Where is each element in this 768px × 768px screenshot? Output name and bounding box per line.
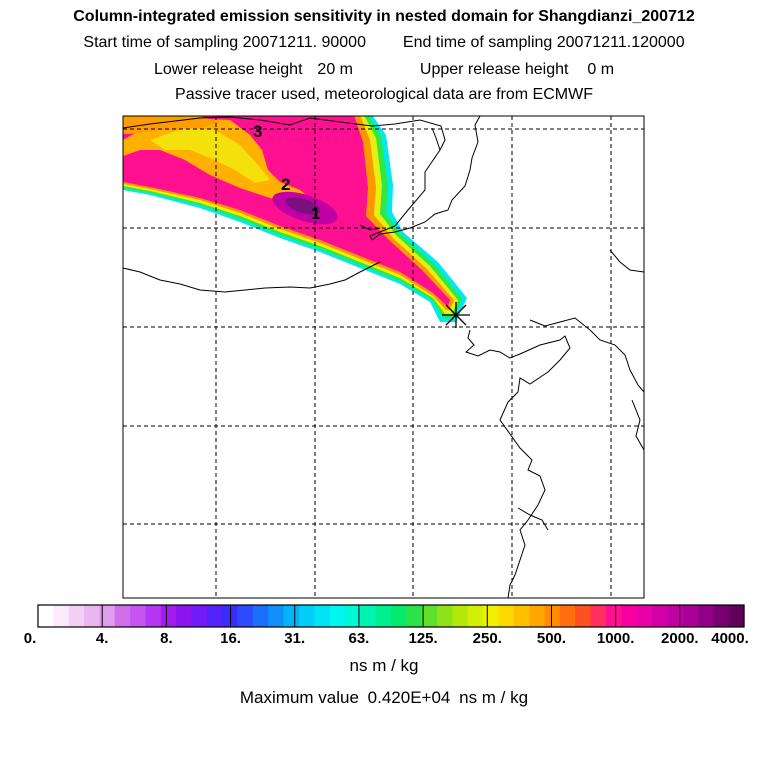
colorbar-swatch: [344, 605, 361, 627]
colorbar-swatch: [559, 605, 576, 627]
colorbar-swatch: [651, 605, 668, 627]
colorbar-tick-label: 125.: [408, 630, 438, 647]
map-frame: [122, 115, 645, 599]
colorbar-swatch: [391, 605, 407, 627]
colorbar-swatch: [452, 605, 469, 627]
lower-label: Lower release height: [153, 61, 303, 78]
colorbar-swatch: [575, 605, 592, 627]
colorbar-swatch: [237, 605, 254, 627]
colorbar-tick-label: 31.: [284, 630, 306, 647]
border-line-north: [123, 116, 446, 241]
colorbar-swatch: [84, 605, 100, 627]
colorbar-swatch: [191, 605, 208, 627]
graticule: [123, 116, 644, 598]
colorbar-tick-label: 1000.: [596, 630, 635, 647]
colorbar-tick-label: 16.: [220, 630, 241, 647]
colorbar-swatch: [130, 605, 147, 627]
colorbar-tick-label: 4000.: [711, 630, 749, 647]
coastline-yellow-sea: [631, 399, 644, 451]
colorbar-swatch: [437, 605, 453, 627]
colorbar-swatch: [513, 605, 530, 627]
colorbar-tick-label: 250.: [472, 630, 502, 647]
coastline-shandong: [589, 329, 644, 393]
colorbar-tick-label: 500.: [536, 630, 567, 647]
coastline-east: [359, 224, 381, 231]
lower-value: 20 m: [317, 61, 353, 78]
release-heights: Lower release height 20 m Upper release …: [0, 61, 768, 79]
colorbar-swatch: [114, 605, 131, 627]
end-label: End time of sampling: [402, 34, 553, 51]
colorbar-swatch: [590, 605, 607, 627]
colorbar-swatch: [38, 605, 54, 627]
coastlines: [123, 116, 644, 598]
border-line-east: [431, 127, 441, 151]
colorbar-swatch: [68, 605, 85, 627]
contour-label-3: 3: [253, 122, 262, 141]
colorbar-swatch: [697, 605, 714, 627]
colorbar-swatch: [252, 605, 269, 627]
coastline-bohai: [371, 116, 481, 241]
colorbar-swatches: [38, 605, 745, 627]
sampling-times: Start time of sampling 20071211. 90000 E…: [0, 34, 768, 52]
colorbar-swatch: [314, 605, 331, 627]
start-value: 20071211. 90000: [242, 34, 366, 51]
model-note: Passive tracer used, meteorological data…: [175, 86, 593, 103]
colorbar-swatch: [176, 605, 193, 627]
colorbar-swatch: [421, 605, 438, 627]
colorbar-swatch: [621, 605, 638, 627]
colorbar-swatch: [667, 605, 684, 627]
colorbar-swatch: [360, 605, 377, 627]
max-label: Maximum value: [239, 688, 359, 707]
colorbar-swatch: [498, 605, 515, 627]
contour-label-1: 1: [311, 204, 320, 223]
border-line-west: [123, 261, 381, 293]
colorbar-frame: [37, 604, 745, 628]
colorbar-swatch: [206, 605, 223, 627]
colorbar-swatch: [375, 605, 392, 627]
colorbar-swatch: [329, 605, 346, 627]
colorbar-swatch: [145, 605, 162, 627]
coastline-south: [465, 329, 571, 598]
colorbar-swatch: [467, 605, 484, 627]
colorbar-tick-label: 4.: [95, 630, 109, 647]
max-value: 0.420E+04: [367, 688, 451, 707]
colorbar-tick-label: 63.: [348, 630, 370, 647]
colorbar-swatch: [160, 605, 177, 627]
colorbar-swatch: [99, 605, 116, 627]
colorbar-swatch: [298, 605, 315, 627]
coastline-island: [517, 507, 549, 531]
plume-core-inner: [285, 197, 321, 215]
colorbar-swatch: [283, 605, 300, 627]
colorbar-swatch: [544, 605, 561, 627]
colorbar-tick-label: 8.: [160, 630, 173, 647]
colorbar-swatch: [713, 605, 730, 627]
colorbar-dividers: [101, 605, 681, 627]
colorbar-swatch: [406, 605, 423, 627]
colorbar-swatch: [53, 605, 70, 627]
plot-title: Column-integrated emission sensitivity i…: [73, 8, 695, 25]
colorbar-swatch: [728, 605, 745, 627]
colorbar-swatch: [483, 605, 500, 627]
maximum-value-line: Maximum value 0.420E+04 ns m / kg: [0, 688, 768, 708]
contour-label-2: 2: [281, 175, 290, 194]
max-units: ns m / kg: [459, 688, 529, 707]
colorbar-swatch: [268, 605, 285, 627]
colorbar-swatch: [636, 605, 653, 627]
colorbar-swatch: [682, 605, 699, 627]
colorbar-tick-label: 0.: [23, 630, 37, 647]
colorbar-tick-label: 2000.: [661, 630, 699, 647]
end-value: 20071211.120000: [556, 34, 685, 51]
colorbar-swatch: [529, 605, 546, 627]
receptor-star-icon: [442, 302, 470, 328]
start-label: Start time of sampling: [83, 34, 239, 51]
coastline-korea: [529, 317, 591, 331]
colorbar-units: ns m / kg: [349, 656, 419, 675]
upper-value: 0 m: [587, 61, 615, 78]
colorbar-swatch: [605, 605, 622, 627]
plume-patch-yellow: [150, 128, 270, 183]
upper-label: Upper release height: [419, 61, 569, 78]
coastline-peninsula: [609, 249, 644, 273]
